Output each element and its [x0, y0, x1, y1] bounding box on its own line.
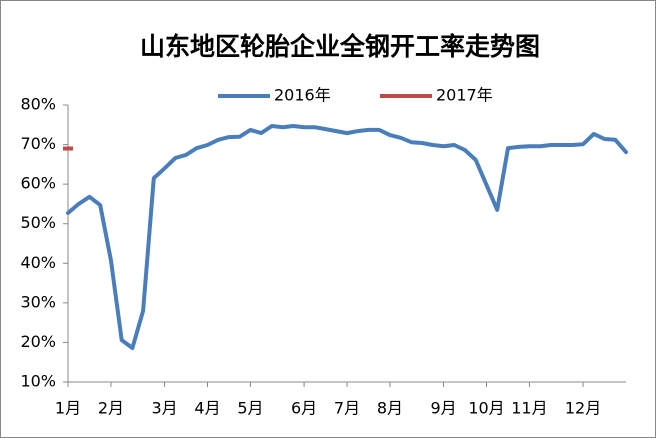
- x-tick-label: 1月: [55, 399, 81, 418]
- x-tick-label: 6月: [291, 399, 317, 418]
- y-tick-label: 80%: [20, 95, 56, 114]
- legend-label: 2017年: [436, 86, 493, 105]
- y-tick-label: 30%: [20, 292, 56, 311]
- x-tick-label: 5月: [237, 399, 263, 418]
- y-tick-label: 50%: [20, 213, 56, 232]
- y-tick-label: 10%: [20, 372, 56, 391]
- x-tick-label: 9月: [430, 399, 456, 418]
- chart-title: 山东地区轮胎企业全钢开工率走势图: [140, 32, 540, 61]
- y-tick-label: 70%: [20, 134, 56, 153]
- x-tick-label: 12月: [565, 399, 601, 418]
- x-tick-label: 7月: [334, 399, 360, 418]
- x-tick-label: 2月: [98, 399, 124, 418]
- x-tick-label: 11月: [511, 399, 547, 418]
- x-tick-label: 8月: [377, 399, 403, 418]
- x-tick-label: 3月: [151, 399, 177, 418]
- x-tick-label: 10月: [468, 399, 504, 418]
- x-tick-label: 4月: [194, 399, 220, 418]
- y-tick-label: 20%: [20, 332, 56, 351]
- legend-label: 2016年: [274, 86, 331, 105]
- y-tick-label: 60%: [20, 174, 56, 193]
- y-tick-label: 40%: [20, 253, 56, 272]
- series-line: [66, 124, 628, 350]
